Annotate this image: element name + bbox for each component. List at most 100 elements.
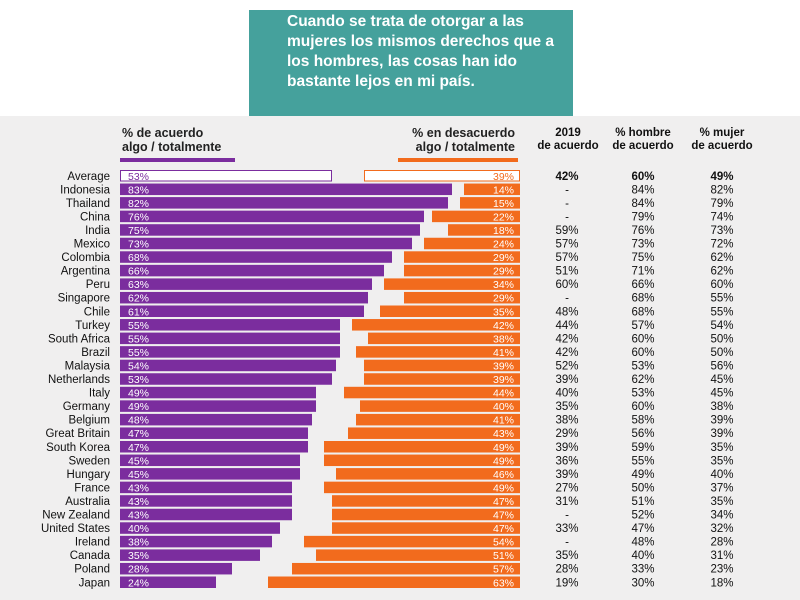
agree-bar xyxy=(120,319,340,331)
women-value: 35% xyxy=(710,442,733,454)
category-label: Turkey xyxy=(75,320,110,332)
agree-value-label: 24% xyxy=(128,577,149,589)
agree-value-label: 61% xyxy=(128,306,149,318)
category-label: France xyxy=(74,482,110,494)
women-value: 50% xyxy=(710,347,733,359)
disagree-bar xyxy=(292,562,520,575)
y2019-value: 40% xyxy=(555,388,578,400)
y2019-value: 35% xyxy=(555,401,578,413)
disagree-header-underline xyxy=(398,158,518,162)
disagree-value-label: 29% xyxy=(493,266,514,278)
y2019-value: 51% xyxy=(555,266,578,278)
disagree-value-label: 18% xyxy=(493,225,514,237)
disagree-bar xyxy=(324,481,520,494)
agree-bar xyxy=(120,332,340,345)
disagree-header: % en desacuerdo algo / totalmente xyxy=(395,126,515,154)
y2019-value: 19% xyxy=(555,577,578,589)
women-value: 55% xyxy=(710,293,733,305)
women-value: 54% xyxy=(710,320,733,332)
disagree-value-label: 34% xyxy=(493,279,514,291)
disagree-bar xyxy=(356,413,520,426)
men-value: 56% xyxy=(631,428,654,440)
disagree-bar xyxy=(404,251,520,263)
agree-value-label: 43% xyxy=(128,482,149,494)
disagree-value-label: 14% xyxy=(493,184,514,196)
category-label: Chile xyxy=(84,306,110,318)
men-value: 33% xyxy=(631,564,654,576)
men-value: 50% xyxy=(631,482,654,494)
y2019-value: 39% xyxy=(555,442,578,454)
disagree-bar xyxy=(356,346,520,358)
men-value: 53% xyxy=(631,360,654,372)
disagree-value-label: 54% xyxy=(493,537,514,549)
disagree-bar xyxy=(324,441,520,453)
disagree-bar xyxy=(368,332,520,345)
men-value: 60% xyxy=(631,171,654,183)
agree-value-label: 53% xyxy=(128,374,149,386)
women-value: 60% xyxy=(710,279,733,291)
category-label: Argentina xyxy=(61,266,111,278)
disagree-bar xyxy=(332,508,520,521)
agree-bar xyxy=(120,359,336,372)
men-value: 55% xyxy=(631,455,654,467)
men-value: 60% xyxy=(631,333,654,345)
women-header-line2: de acuerdo xyxy=(691,140,753,152)
agree-header: % de acuerdo algo / totalmente xyxy=(122,126,221,154)
category-label: Australia xyxy=(65,496,110,508)
y2019-value: 39% xyxy=(555,469,578,481)
women-value: 74% xyxy=(710,211,733,223)
agree-header-underline xyxy=(120,158,235,162)
agree-bar xyxy=(120,373,332,385)
men-value: 58% xyxy=(631,415,654,427)
agree-value-label: 53% xyxy=(128,171,149,183)
y2019-value: 39% xyxy=(555,374,578,386)
y2019-header-line1: 2019 xyxy=(555,127,581,139)
agree-value-label: 38% xyxy=(128,537,149,549)
agree-bar xyxy=(120,264,384,277)
disagree-bar xyxy=(324,454,520,467)
women-value: 73% xyxy=(710,225,733,237)
agree-value-label: 43% xyxy=(128,510,149,522)
agree-bar xyxy=(120,522,280,534)
agree-value-label: 82% xyxy=(128,198,149,210)
y2019-value: 57% xyxy=(555,252,578,264)
agree-bar xyxy=(120,278,372,290)
disagree-bar xyxy=(464,183,520,196)
disagree-value-label: 49% xyxy=(493,442,514,454)
category-label: Colombia xyxy=(61,252,110,264)
disagree-bar xyxy=(344,386,520,399)
y2019-value: 48% xyxy=(555,306,578,318)
y2019-value: 29% xyxy=(555,428,578,440)
y2019-value: 36% xyxy=(555,455,578,467)
disagree-value-label: 47% xyxy=(493,496,514,508)
agree-value-label: 55% xyxy=(128,347,149,359)
disagree-value-label: 38% xyxy=(493,333,514,345)
agree-bar xyxy=(120,441,308,453)
category-label: Canada xyxy=(70,550,111,562)
category-label: India xyxy=(85,225,111,237)
category-label: Ireland xyxy=(75,537,110,549)
disagree-value-label: 47% xyxy=(493,523,514,535)
agree-bar xyxy=(120,427,308,439)
disagree-bar xyxy=(404,264,520,277)
agree-value-label: 48% xyxy=(128,415,149,427)
disagree-value-label: 49% xyxy=(493,455,514,467)
category-label: Average xyxy=(67,171,110,183)
men-value: 40% xyxy=(631,550,654,562)
disagree-bar xyxy=(460,197,520,209)
men-value: 59% xyxy=(631,442,654,454)
agree-bar xyxy=(120,481,292,494)
women-value: 31% xyxy=(710,550,733,562)
agree-bar xyxy=(120,508,292,521)
women-value: 18% xyxy=(710,577,733,589)
women-value: 23% xyxy=(710,564,733,576)
women-value: 34% xyxy=(710,510,733,522)
agree-bar xyxy=(120,468,300,480)
category-label: Germany xyxy=(63,401,111,413)
women-header: % mujer de acuerdo xyxy=(684,127,760,153)
category-label: Japan xyxy=(79,577,110,589)
disagree-value-label: 41% xyxy=(493,347,514,359)
agree-value-label: 68% xyxy=(128,252,149,264)
men-value: 71% xyxy=(631,266,654,278)
y2019-value: 27% xyxy=(555,482,578,494)
